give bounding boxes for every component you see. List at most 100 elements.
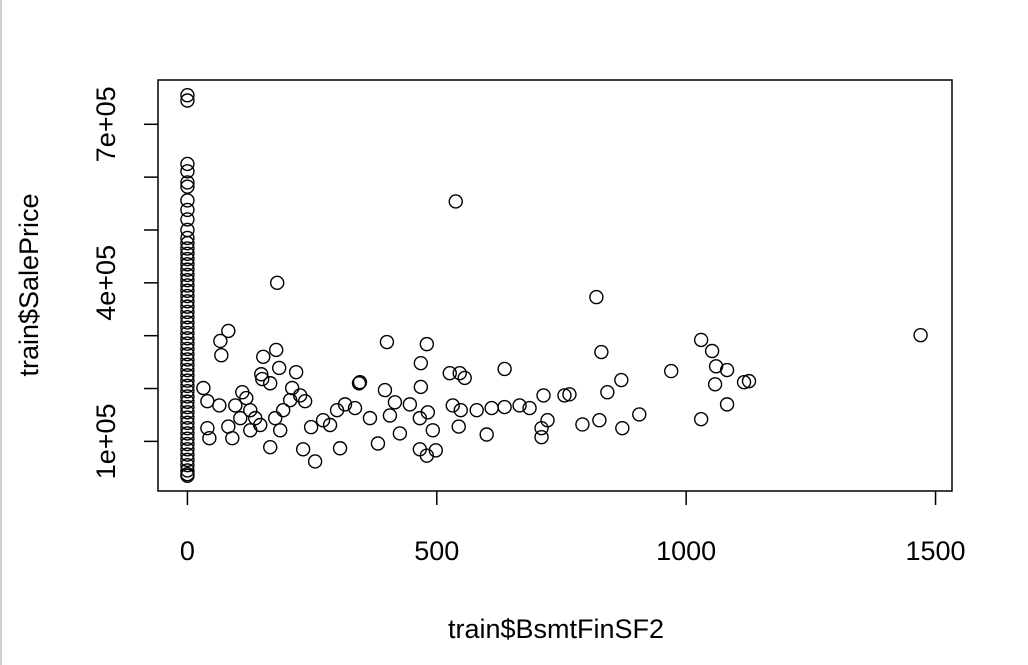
- point: [479, 427, 494, 442]
- point: [379, 334, 395, 350]
- point: [445, 398, 460, 413]
- point: [180, 357, 195, 372]
- y-tick-label: 1e+05: [91, 403, 121, 479]
- point: [352, 374, 368, 390]
- point: [180, 257, 195, 272]
- point: [536, 388, 551, 403]
- point: [180, 202, 195, 218]
- point: [469, 402, 484, 418]
- point: [370, 436, 386, 451]
- point: [180, 230, 195, 246]
- point: [497, 399, 512, 415]
- point: [351, 376, 367, 391]
- point: [457, 370, 472, 386]
- point: [180, 175, 195, 190]
- point: [425, 423, 441, 438]
- point: [589, 289, 604, 305]
- point: [693, 411, 709, 427]
- point: [303, 419, 319, 435]
- point: [233, 410, 248, 426]
- point: [243, 423, 258, 438]
- point: [693, 332, 709, 348]
- point: [213, 333, 228, 349]
- point: [719, 362, 735, 378]
- point: [180, 336, 195, 351]
- point: [180, 463, 195, 478]
- point: [196, 380, 211, 396]
- x-tick-label: 0: [180, 536, 195, 566]
- point: [214, 348, 229, 363]
- point: [413, 355, 429, 371]
- point: [419, 336, 435, 352]
- point: [180, 304, 195, 320]
- point: [180, 373, 195, 388]
- point: [180, 331, 195, 346]
- point: [540, 413, 555, 428]
- point: [180, 394, 195, 409]
- point: [719, 397, 735, 412]
- point: [180, 164, 195, 179]
- point: [221, 419, 236, 434]
- point: [594, 344, 609, 360]
- point: [332, 441, 348, 456]
- point: [180, 410, 195, 425]
- point: [180, 426, 195, 441]
- point: [271, 360, 287, 376]
- point: [263, 376, 278, 391]
- point: [451, 419, 466, 434]
- point: [180, 88, 195, 103]
- point: [512, 398, 527, 413]
- x-axis-label: train$BsmtFinSF2: [448, 614, 664, 644]
- y-tick-label: 7e+05: [91, 86, 121, 162]
- point: [632, 407, 647, 422]
- point: [428, 443, 444, 458]
- point: [180, 399, 195, 415]
- point: [307, 454, 323, 469]
- point: [275, 402, 291, 418]
- point: [452, 366, 467, 381]
- point: [664, 363, 679, 379]
- point: [413, 379, 429, 395]
- point: [736, 374, 752, 390]
- point: [180, 156, 195, 172]
- point: [180, 420, 195, 436]
- point: [180, 352, 195, 367]
- point: [180, 246, 195, 261]
- point: [295, 442, 311, 457]
- point: [453, 402, 468, 418]
- point: [180, 320, 195, 335]
- point: [387, 395, 403, 410]
- point: [297, 394, 313, 409]
- point: [562, 387, 577, 402]
- point: [180, 241, 195, 256]
- point: [180, 383, 195, 399]
- y-axis-label: train$SalePrice: [14, 193, 44, 376]
- point: [269, 275, 285, 291]
- point: [180, 389, 195, 404]
- point: [741, 373, 757, 389]
- point: [180, 294, 195, 309]
- point: [402, 397, 418, 412]
- point: [180, 193, 195, 208]
- point: [337, 397, 353, 412]
- plot-box: [157, 79, 953, 492]
- point: [254, 367, 269, 382]
- point: [288, 364, 304, 380]
- point: [180, 262, 195, 277]
- point: [272, 423, 288, 438]
- point: [180, 315, 195, 330]
- y-tick-label: 4e+05: [91, 245, 121, 321]
- point: [180, 325, 195, 341]
- point: [180, 346, 195, 362]
- point: [221, 323, 236, 339]
- point: [202, 431, 217, 446]
- point: [392, 426, 408, 441]
- point: [284, 380, 300, 396]
- point: [615, 420, 630, 436]
- point: [212, 398, 227, 413]
- point: [180, 267, 195, 283]
- point: [180, 251, 195, 267]
- point: [180, 283, 195, 298]
- point: [263, 439, 278, 455]
- point: [534, 429, 549, 445]
